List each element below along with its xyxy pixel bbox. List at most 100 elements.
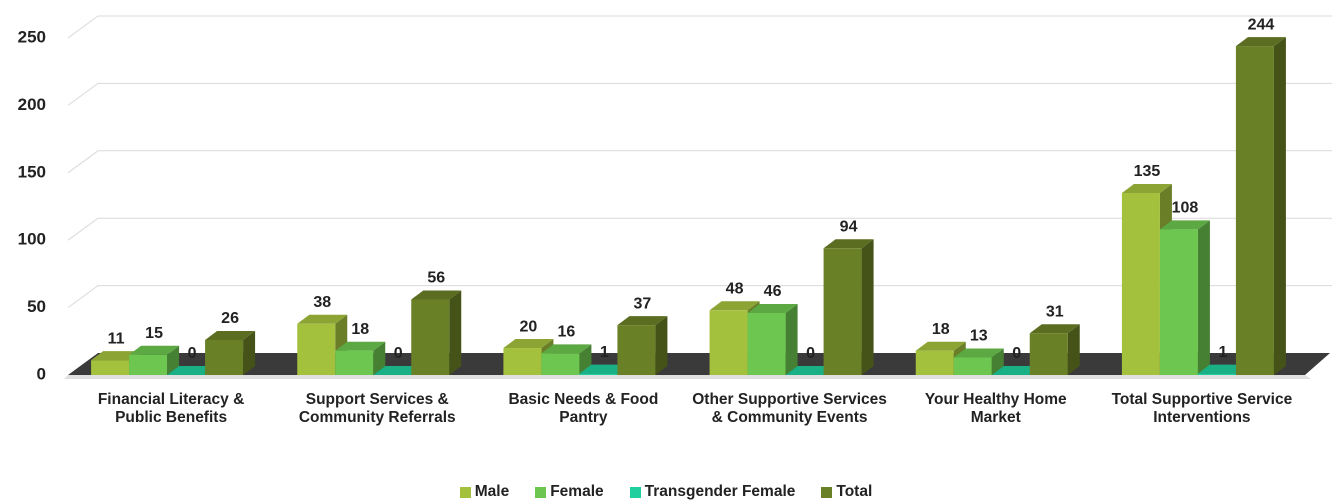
data-label: 135 <box>1134 163 1161 180</box>
bar <box>297 323 336 375</box>
data-label: 1 <box>1218 344 1227 361</box>
grid-line <box>67 285 1332 309</box>
legend-swatch <box>459 486 471 498</box>
bar <box>129 354 168 375</box>
bar-top <box>541 344 592 354</box>
bar-side <box>861 239 874 375</box>
y-tick-label: 250 <box>18 27 46 46</box>
bar <box>823 248 862 375</box>
legend-label: Male <box>474 483 510 500</box>
y-tick-label: 50 <box>27 297 46 316</box>
bar <box>1235 46 1274 375</box>
bar <box>503 348 542 375</box>
bar <box>411 299 450 375</box>
bar <box>541 353 580 375</box>
bar <box>1121 193 1160 375</box>
bar-top <box>953 348 1004 358</box>
bar-side <box>1067 324 1080 375</box>
data-label: 15 <box>145 325 163 342</box>
bar-side <box>655 316 668 375</box>
bar <box>91 360 130 375</box>
x-tick-label: Support Services & Community Referrals <box>298 391 456 426</box>
data-label: 0 <box>806 345 815 362</box>
data-label: 1 <box>600 344 609 361</box>
bar <box>1159 229 1198 375</box>
data-label: 20 <box>520 318 538 335</box>
x-tick-label: Your Healthy Home Market <box>924 391 1067 426</box>
bar-side <box>991 348 1004 375</box>
bar <box>579 373 618 375</box>
legend-swatch <box>629 486 641 498</box>
bar-top <box>1197 364 1248 374</box>
bar-top <box>1121 184 1172 194</box>
data-label: 108 <box>1172 200 1199 217</box>
data-label: 26 <box>221 310 239 327</box>
bar-top <box>785 366 836 375</box>
data-label: 48 <box>726 281 744 298</box>
legend: Male Female Transgender Female Total <box>0 483 1332 501</box>
data-label: 37 <box>634 295 652 312</box>
legend-item: Transgender Female <box>629 483 796 501</box>
bar <box>747 312 786 375</box>
bar <box>335 350 374 375</box>
data-label: 56 <box>427 270 445 287</box>
floor-edge <box>64 375 1311 379</box>
legend-label: Transgender Female <box>644 483 796 500</box>
bar-top <box>1029 324 1080 334</box>
bar-side <box>167 345 180 375</box>
x-tick-label: Basic Needs & Food Pantry <box>508 391 659 426</box>
data-label: 0 <box>394 345 403 362</box>
data-label: 18 <box>351 321 369 338</box>
bar-side <box>449 290 462 375</box>
bar-side <box>243 330 256 375</box>
data-label: 16 <box>558 324 576 341</box>
bar <box>1029 333 1068 375</box>
legend-item: Total <box>821 483 872 501</box>
bar-top <box>709 301 760 311</box>
data-label: 38 <box>313 294 331 311</box>
bar <box>205 339 244 375</box>
bar <box>617 325 656 375</box>
bar-top <box>373 366 424 375</box>
legend-item: Female <box>535 483 604 501</box>
bar-top <box>617 316 668 326</box>
bar-top <box>747 303 798 313</box>
data-label: 0 <box>1012 345 1021 362</box>
bar-side <box>785 303 798 375</box>
y-tick-label: 200 <box>18 95 46 114</box>
data-label: 244 <box>1248 16 1275 33</box>
data-label: 94 <box>840 219 858 236</box>
bar-side <box>1197 220 1210 375</box>
bar-top <box>823 239 874 249</box>
y-tick-label: 150 <box>18 162 46 181</box>
data-label: 11 <box>108 330 125 347</box>
bar <box>709 310 748 375</box>
bar <box>915 350 954 375</box>
grid-line <box>67 150 1332 174</box>
bar-top <box>91 351 142 361</box>
bar-top <box>503 339 554 349</box>
bar-top <box>579 364 630 374</box>
bar-side <box>373 341 386 375</box>
bar-top <box>1159 220 1210 230</box>
legend-swatch <box>821 486 833 498</box>
bar <box>1197 373 1236 375</box>
bar-top <box>1235 37 1286 47</box>
data-label: 46 <box>764 283 782 300</box>
x-tick-label: Other Supportive Services & Community Ev… <box>692 391 887 426</box>
grid-line <box>67 217 1332 241</box>
bar <box>953 357 992 375</box>
y-tick-label: 100 <box>18 230 46 249</box>
bar-top <box>297 314 348 324</box>
legend-swatch <box>535 486 547 498</box>
bar-top <box>205 330 256 340</box>
data-label: 31 <box>1046 303 1064 320</box>
x-tick-label: Total Supportive Service Interventions <box>1111 391 1293 426</box>
bar-side <box>1273 37 1286 375</box>
bar-top <box>411 290 462 300</box>
legend-label: Female <box>550 483 604 500</box>
grid-line <box>67 82 1332 106</box>
grid-line <box>67 15 1332 39</box>
